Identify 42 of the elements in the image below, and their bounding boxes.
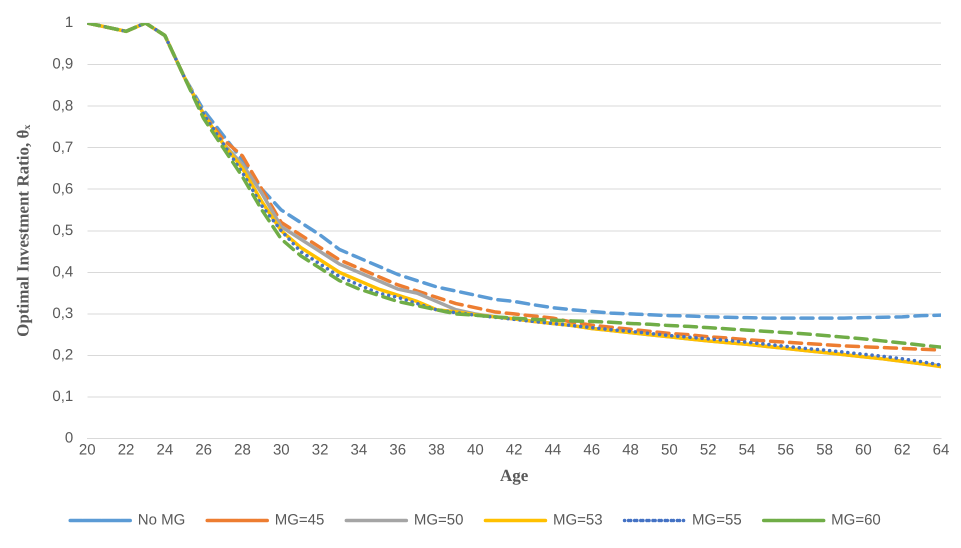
x-tick-label: 20 [78, 442, 96, 459]
legend-label: MG=60 [831, 512, 881, 529]
x-tick-label: 46 [583, 442, 600, 459]
x-tick-label: 62 [894, 442, 911, 459]
x-tick-label: 28 [234, 442, 251, 459]
x-axis-title: Age [500, 466, 529, 486]
legend-label: MG=55 [692, 512, 742, 529]
y-axis-title: Optimal Investment Ratio, θₓ [14, 124, 33, 337]
x-tick-label: 56 [777, 442, 794, 459]
legend-label: MG=50 [414, 512, 464, 529]
x-tick-label: 38 [428, 442, 445, 459]
y-tick-label: 0,3 [52, 305, 74, 322]
x-tick-label: 24 [156, 442, 174, 459]
y-tick-label: 0,1 [52, 388, 74, 406]
y-tick-label: 0,2 [52, 346, 74, 364]
y-tick-label: 0,7 [52, 138, 74, 156]
y-tick-label: 0 [64, 430, 74, 447]
y-tick-label: 0,8 [52, 97, 74, 114]
x-tick-label: 54 [738, 442, 756, 459]
x-tick-label: 52 [700, 442, 717, 459]
x-tick-label: 64 [932, 442, 950, 459]
y-tick-label: 0,9 [52, 56, 74, 73]
y-tick-label: 0,6 [52, 180, 74, 198]
x-tick-label: 60 [855, 442, 872, 459]
x-tick-label: 34 [350, 442, 368, 459]
x-tick-label: 58 [816, 442, 833, 459]
x-tick-label: 22 [118, 442, 134, 459]
legend-label: No MG [138, 512, 186, 529]
legend-label: MG=53 [552, 512, 603, 529]
y-tick-label: 0,5 [52, 222, 74, 239]
x-tick-label: 48 [622, 442, 639, 459]
x-tick-label: 50 [661, 442, 678, 459]
x-tick-label: 44 [544, 442, 562, 459]
y-tick-label: 0,4 [52, 264, 74, 280]
x-tick-label: 42 [506, 442, 522, 459]
legend-label: MG=45 [274, 512, 324, 529]
y-tick-label: 1 [64, 14, 74, 32]
x-tick-label: 30 [272, 442, 290, 459]
x-tick-label: 40 [466, 442, 484, 459]
x-tick-label: 32 [312, 442, 328, 459]
x-tick-label: 36 [389, 442, 406, 459]
x-tick-label: 26 [195, 442, 212, 459]
